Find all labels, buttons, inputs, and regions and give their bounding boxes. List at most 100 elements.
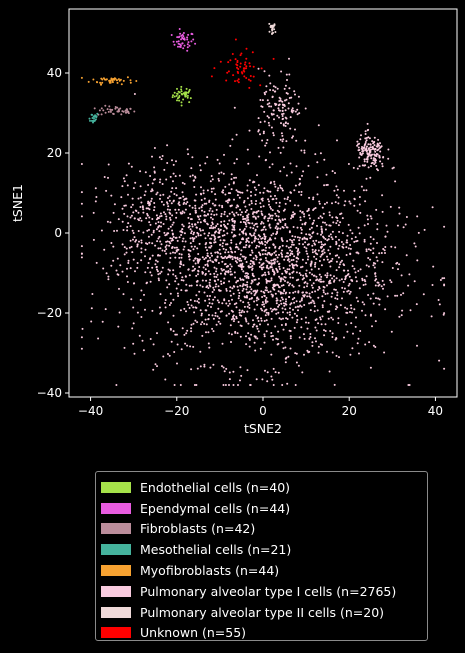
scatter-point xyxy=(213,272,216,275)
scatter-point xyxy=(216,158,219,161)
scatter-point xyxy=(209,259,212,262)
scatter-point xyxy=(273,307,276,310)
scatter-point xyxy=(298,336,301,339)
scatter-point xyxy=(218,162,221,165)
scatter-point xyxy=(105,189,108,192)
scatter-point xyxy=(286,79,288,81)
scatter-point xyxy=(383,351,386,354)
scatter-point xyxy=(183,333,186,336)
scatter-point xyxy=(306,327,309,330)
scatter-point xyxy=(363,147,365,150)
scatter-point xyxy=(212,234,215,237)
scatter-point xyxy=(204,256,207,259)
scatter-point xyxy=(130,206,133,209)
scatter-point xyxy=(122,293,125,296)
scatter-point xyxy=(203,232,206,235)
scatter-point xyxy=(186,46,189,49)
scatter-point xyxy=(210,190,213,193)
scatter-point xyxy=(329,252,331,255)
scatter-point xyxy=(277,330,280,333)
scatter-point xyxy=(243,70,246,73)
scatter-point xyxy=(125,251,128,254)
scatter-point xyxy=(372,142,375,145)
scatter-point xyxy=(311,232,314,235)
scatter-point xyxy=(404,223,407,226)
scatter-point xyxy=(255,237,257,240)
scatter-point xyxy=(94,187,97,190)
scatter-point xyxy=(289,347,292,350)
scatter-point xyxy=(303,149,306,152)
scatter-point xyxy=(149,280,152,283)
scatter-point xyxy=(267,313,270,316)
scatter-point xyxy=(292,243,295,246)
scatter-point xyxy=(303,151,306,154)
scatter-point xyxy=(257,210,260,212)
scatter-point xyxy=(408,384,411,386)
scatter-point xyxy=(167,268,170,271)
scatter-point xyxy=(149,338,152,340)
scatter-point xyxy=(215,213,218,216)
scatter-point xyxy=(118,311,121,314)
scatter-point xyxy=(218,317,221,320)
scatter-point xyxy=(304,223,307,226)
scatter-point xyxy=(282,284,285,287)
scatter-point xyxy=(268,238,271,241)
scatter-point xyxy=(120,196,123,199)
scatter-point xyxy=(432,265,435,268)
scatter-point xyxy=(134,181,137,184)
scatter-point xyxy=(298,191,300,193)
scatter-point xyxy=(368,137,371,140)
scatter-point xyxy=(204,246,207,249)
scatter-point xyxy=(250,282,253,285)
scatter-point xyxy=(285,303,288,306)
scatter-point xyxy=(262,228,264,231)
scatter-point xyxy=(272,288,275,291)
scatter-point xyxy=(260,221,263,223)
scatter-point xyxy=(254,349,257,352)
scatter-point xyxy=(265,266,268,269)
scatter-point xyxy=(322,280,325,283)
scatter-point xyxy=(165,218,168,221)
scatter-point xyxy=(186,344,189,347)
scatter-point xyxy=(136,243,139,246)
scatter-point xyxy=(196,321,199,324)
scatter-point xyxy=(270,263,273,266)
scatter-point xyxy=(271,214,274,217)
scatter-point xyxy=(182,47,185,50)
scatter-point xyxy=(364,133,367,135)
scatter-point xyxy=(369,242,372,245)
scatter-point xyxy=(390,281,393,284)
scatter-point xyxy=(369,297,372,300)
scatter-point xyxy=(311,244,314,247)
scatter-point xyxy=(171,229,174,232)
scatter-point xyxy=(358,196,361,198)
scatter-point xyxy=(190,245,193,248)
scatter-point xyxy=(262,130,265,133)
scatter-point xyxy=(198,242,201,245)
x-tick-label: 0 xyxy=(259,404,267,418)
scatter-point xyxy=(133,236,136,239)
scatter-point xyxy=(231,224,234,227)
scatter-point xyxy=(263,217,266,220)
scatter-point xyxy=(147,207,150,210)
scatter-point xyxy=(281,341,284,344)
legend-entry: Endothelial cells (n=40) xyxy=(101,477,427,498)
scatter-point xyxy=(95,116,98,119)
scatter-point xyxy=(282,146,285,149)
scatter-point xyxy=(367,265,370,268)
scatter-point xyxy=(261,242,264,245)
scatter-point xyxy=(242,232,245,235)
scatter-point xyxy=(430,315,433,318)
scatter-point xyxy=(196,300,199,303)
scatter-point xyxy=(197,301,200,304)
scatter-point xyxy=(102,109,105,112)
scatter-point xyxy=(182,32,185,34)
series-points xyxy=(88,112,99,124)
scatter-point xyxy=(366,153,369,155)
scatter-point xyxy=(191,206,194,209)
scatter-point xyxy=(362,189,365,192)
scatter-point xyxy=(384,308,387,311)
scatter-point xyxy=(181,181,184,184)
scatter-point xyxy=(291,136,294,139)
scatter-point xyxy=(198,228,201,230)
